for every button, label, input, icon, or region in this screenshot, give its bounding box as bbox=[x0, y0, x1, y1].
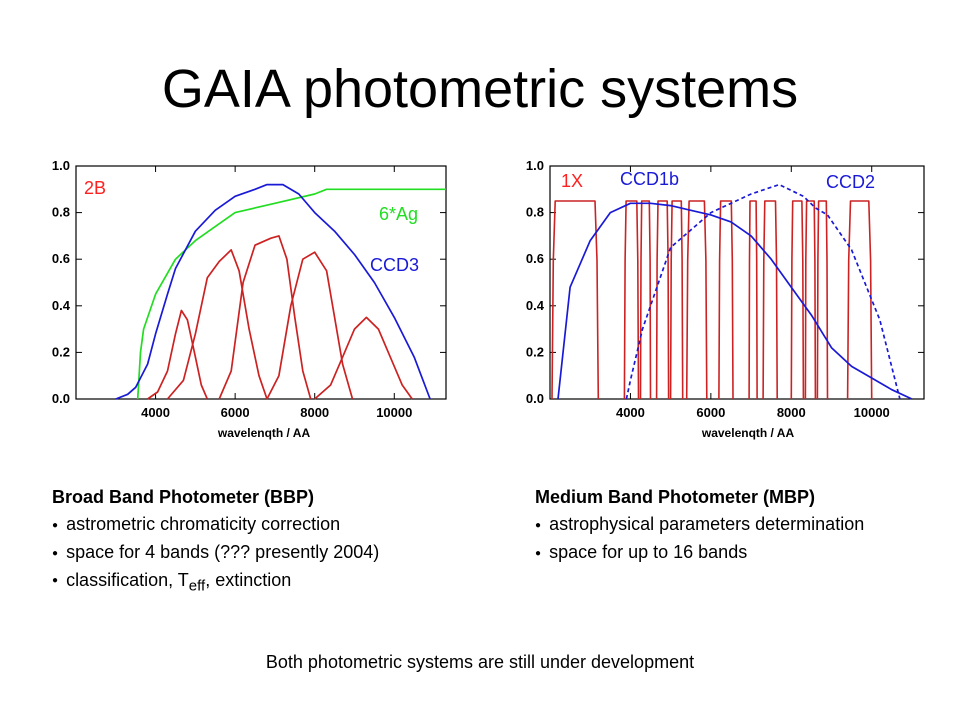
bullet-text: astrometric chromaticity correction bbox=[66, 514, 341, 534]
x-axis-title: wavelenqth / AA bbox=[701, 426, 795, 440]
x-tick-label: 4000 bbox=[141, 405, 170, 420]
label-1x: 1X bbox=[561, 171, 583, 191]
mbp-filter-band-10 bbox=[790, 200, 805, 400]
footer-note: Both photometric systems are still under… bbox=[265, 652, 695, 672]
x-tick-label: 8000 bbox=[777, 405, 806, 420]
x-tick-label: 6000 bbox=[221, 405, 250, 420]
series-ccd1b bbox=[557, 202, 913, 400]
bbp-bullet-3: ● classification, Teff, extinction bbox=[52, 567, 447, 600]
plot-frame bbox=[75, 165, 447, 400]
mbp-bullet-2: ● space for up to 16 bands bbox=[535, 539, 915, 567]
y-tick-label: 1.0 bbox=[526, 158, 544, 173]
y-tick-label: 0.8 bbox=[526, 205, 544, 220]
x-tick-label: 6000 bbox=[696, 405, 725, 420]
mbp-filter-band-8 bbox=[748, 200, 758, 400]
mbp-filter-band-2 bbox=[623, 200, 640, 400]
y-tick-label: 0.6 bbox=[526, 251, 544, 266]
series-ccd2 bbox=[625, 183, 901, 400]
bullet-icon: ● bbox=[52, 575, 59, 587]
plot-area bbox=[115, 183, 446, 400]
mbp-filter-band-7 bbox=[718, 200, 734, 400]
series-2b-band5 bbox=[314, 316, 413, 400]
x-tick-label: 10000 bbox=[854, 405, 890, 420]
x-tick-label: 8000 bbox=[300, 405, 329, 420]
plot-frame bbox=[549, 165, 925, 400]
chart-axes: 0.0 0.2 0.4 0.6 0.8 1.0 4000 6000 8000 10000 bbox=[52, 158, 447, 420]
bbp-bullet-1: ● astrometric chromaticity correction bbox=[52, 511, 447, 539]
plot-area bbox=[551, 183, 913, 400]
bullet-text-suffix: , extinction bbox=[205, 569, 292, 590]
mbp-filter-band-11 bbox=[804, 200, 817, 400]
x-tick-label: 4000 bbox=[616, 405, 645, 420]
chart-axes: 0.0 0.2 0.4 0.6 0.8 1.0 4000 6000 8000 10000 bbox=[526, 158, 925, 420]
y-tick-label: 0.6 bbox=[52, 251, 70, 266]
series-2b-band3 bbox=[218, 235, 312, 400]
series-ccd3 bbox=[115, 183, 431, 400]
series-2b-band2 bbox=[166, 249, 268, 400]
mbp-filter-band-1 bbox=[551, 200, 600, 400]
bullet-text: classification, T bbox=[66, 569, 189, 590]
mbp-heading: Medium Band Photometer (MBP) bbox=[535, 487, 816, 507]
label-ccd1b: CCD1b bbox=[620, 169, 679, 189]
bullet-text: astrophysical parameters determination bbox=[549, 514, 865, 534]
chart-broad-band: 0.0 0.2 0.4 0.6 0.8 1.0 4000 6000 8000 10000 2B 6… bbox=[52, 158, 447, 440]
series-6-ag bbox=[136, 188, 446, 400]
bullet-icon: ● bbox=[535, 519, 542, 531]
y-tick-label: 0.2 bbox=[52, 344, 70, 359]
label-2b: 2B bbox=[84, 178, 106, 198]
x-axis-title: wavelenqth / AA bbox=[217, 426, 311, 440]
y-tick-label: 0.0 bbox=[52, 391, 70, 406]
y-tick-label: 0.2 bbox=[526, 344, 544, 359]
mbp-filter-band-12 bbox=[816, 200, 829, 400]
series-labels: 1X CCD1b CCD2 bbox=[561, 169, 875, 192]
mbp-filter-band-9 bbox=[762, 200, 779, 400]
mbp-filter-band-5 bbox=[669, 200, 684, 400]
x-tick-label: 10000 bbox=[376, 405, 412, 420]
series-labels: 2B 6*Ag CCD3 bbox=[84, 178, 419, 275]
mbp-bullet-1: ● astrophysical parameters determination bbox=[535, 511, 915, 539]
mbp-filter-band-13 bbox=[846, 200, 873, 400]
y-tick-label: 0.4 bbox=[52, 298, 71, 313]
label-ccd2: CCD2 bbox=[826, 172, 875, 192]
bullet-icon: ● bbox=[52, 519, 59, 531]
bbp-bullet-2: ● space for 4 bands (??? presently 2004) bbox=[52, 539, 447, 567]
bullet-icon: ● bbox=[535, 547, 542, 559]
mbp-filter-band-3 bbox=[639, 200, 652, 400]
bullet-icon: ● bbox=[52, 547, 59, 559]
series-2b-band1 bbox=[147, 309, 209, 400]
label-6ag: 6*Ag bbox=[379, 204, 418, 224]
mbp-filter-band-6 bbox=[685, 200, 708, 400]
series-2b-band4 bbox=[266, 251, 354, 400]
bullet-text: space for 4 bands (??? presently 2004) bbox=[66, 541, 380, 562]
bbp-description: Broad Band Photometer (BBP) ● astrometri… bbox=[52, 484, 447, 599]
y-tick-label: 0.0 bbox=[526, 391, 544, 406]
mbp-description: Medium Band Photometer (MBP) ● astrophys… bbox=[535, 484, 915, 567]
label-ccd3: CCD3 bbox=[370, 255, 419, 275]
y-tick-label: 1.0 bbox=[52, 158, 70, 173]
bbp-heading: Broad Band Photometer (BBP) bbox=[52, 487, 315, 507]
slide-title: GAIA photometric systems bbox=[161, 59, 799, 119]
y-tick-label: 0.8 bbox=[52, 205, 70, 220]
mbp-filter-band-4 bbox=[655, 200, 670, 400]
bullet-text: space for up to 16 bands bbox=[549, 541, 748, 562]
y-tick-label: 0.4 bbox=[526, 298, 545, 313]
teff-subscript: eff bbox=[188, 577, 206, 595]
chart-medium-band: 0.0 0.2 0.4 0.6 0.8 1.0 4000 6000 8000 10000 1X C… bbox=[526, 158, 925, 440]
